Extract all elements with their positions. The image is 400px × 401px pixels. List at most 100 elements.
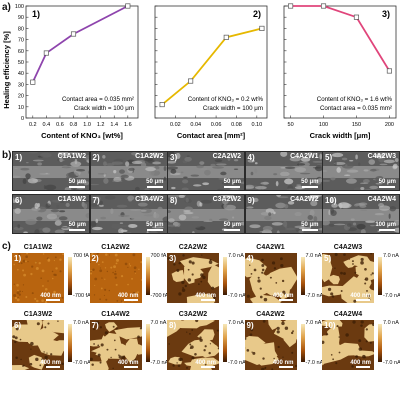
afm-image: 9) 400 nm (244, 320, 297, 370)
data-point (259, 25, 265, 31)
scale-bar (278, 299, 293, 301)
colorbar-max: 700 fA (150, 253, 167, 259)
colorbar-max: 7.0 nA (228, 253, 244, 259)
x-tick-label: 0.2 (29, 122, 37, 128)
series-line (290, 5, 391, 72)
colorbar (378, 324, 382, 362)
afm-sample-label: C1A1W2 (23, 244, 53, 251)
afm-texture (322, 253, 374, 303)
colorbar (145, 324, 150, 362)
x-axis-label: Content of KNO₃ [wt%] (41, 131, 123, 140)
colorbar-min: -700 fA (73, 293, 91, 299)
x-tick-label: 1.0 (83, 122, 91, 128)
sem-sample-label: C1A4W2 (135, 196, 164, 203)
x-tick-label: 0.04 (190, 122, 201, 128)
scale-bar (379, 229, 395, 231)
sem-number: 2) (92, 153, 100, 162)
afm-texture (167, 320, 219, 370)
scale-bar (224, 186, 240, 188)
colorbar (223, 324, 227, 362)
y-tick-label: 60 (18, 49, 24, 55)
scale-bar (46, 299, 60, 301)
afm-texture (244, 253, 297, 303)
sem-number: 10) (325, 196, 337, 205)
y-tick-label: 50 (18, 60, 24, 66)
sem-number: 3) (170, 153, 178, 162)
scale-bar (301, 229, 318, 231)
data-point (43, 50, 49, 56)
colorbar-max: 7.0 nA (73, 320, 89, 326)
afm-number: 9) (246, 321, 254, 330)
sem-image: 9) C4A2W2 50 μm (244, 194, 323, 234)
colorbar-min: -7.0 nA (228, 293, 246, 299)
colorbar-min: -7.0 nA (228, 360, 246, 366)
afm-sample-label: C4A2W2 (256, 311, 285, 318)
x-tick-label: 0.10 (251, 122, 262, 128)
afm-cell: C4A2W2 9) 400 nm 7.0 nA -7.0 nA (244, 311, 323, 371)
colorbar-max: 700 fA (73, 253, 89, 259)
plot-note: Crack width = 100 μm (74, 105, 134, 112)
afm-image: 2) 400 nm (89, 253, 142, 303)
x-tick-label: 1.2 (97, 122, 105, 128)
sem-texture (13, 195, 89, 233)
data-point (30, 79, 36, 85)
colorbar-max: 7.0 nA (383, 253, 399, 259)
y-tick-label: 20 (18, 94, 24, 100)
data-point (125, 3, 131, 9)
scale-bar (356, 366, 370, 368)
afm-number: 6) (14, 321, 22, 330)
x-axis-label: Crack width [μm] (310, 131, 371, 140)
scale-bar (146, 229, 163, 231)
afm-number: 1) (14, 254, 22, 263)
sem-image: 7) C1A4W2 50 μm (89, 194, 168, 234)
afm-scale-label: 400 nm (350, 360, 371, 366)
afm-number: 8) (169, 321, 177, 330)
x-tick-label: 0.8 (70, 122, 78, 128)
colorbar (378, 257, 382, 295)
x-tick-label: 1.6 (124, 122, 132, 128)
colorbar (223, 257, 227, 295)
sem-scale-label: 100 μm (375, 222, 396, 228)
plot-note: Contact area = 0.035 mm² (320, 105, 392, 112)
colorbar-min: -7.0 nA (383, 360, 400, 366)
afm-sample-label: C1A2W2 (101, 244, 130, 251)
colorbar-max: 7.0 nA (228, 320, 244, 326)
y-tick-label: 30 (18, 82, 24, 88)
afm-cell: C1A2W2 2) 400 nm 700 fA -700 fA (89, 244, 168, 304)
sem-texture (245, 195, 322, 233)
afm-scale-label: 400 nm (117, 360, 139, 366)
sem-sample-label: C4A2W3 (367, 153, 396, 160)
sem-image: 5) C4A2W3 50 μm (322, 151, 400, 191)
x-tick-label: 0.02 (170, 122, 181, 128)
x-axis-label: Contact area [mm²] (177, 131, 246, 140)
sem-sample-label: C1A2W2 (135, 153, 164, 160)
afm-texture (322, 320, 374, 370)
plot-frame (283, 5, 397, 119)
afm-texture (12, 320, 64, 370)
scale-bar (301, 186, 318, 188)
sem-scale-label: 50 μm (223, 179, 241, 185)
afm-sample-label: C1A3W2 (23, 311, 53, 318)
plot-frame (154, 5, 268, 119)
afm-number: 10) (324, 321, 336, 330)
scale-bar (201, 366, 215, 368)
colorbar (68, 257, 72, 295)
sem-image: 10) C4A2W4 100 μm (322, 194, 400, 234)
y-tick-labels: 0 10 20 30 40 50 60 70 80 90 100 (15, 4, 24, 122)
sem-number: 8) (170, 196, 178, 205)
plot-note: Contact area = 0.035 mm² (62, 96, 134, 103)
sem-sample-label: C4A2W2 (290, 196, 319, 203)
sem-scale-label: 50 μm (223, 222, 241, 228)
sem-sample-label: C4A2W1 (290, 153, 319, 160)
colorbar-min: -7.0 nA (383, 293, 400, 299)
data-point (188, 78, 194, 84)
sem-grid: 1) C1A1W2 50 μm 2) C1A2W2 50 μm 3) C2A2W2 50 μm 4… (12, 151, 400, 237)
afm-cell: C4A2W3 5) 400 nm 7.0 nA -7.0 nA (322, 244, 400, 304)
afm-number: 7) (91, 321, 99, 330)
sem-image: 4) C4A2W1 50 μm (244, 151, 323, 191)
data-point (320, 3, 327, 9)
plot-number: 1) (32, 9, 40, 19)
sem-sample-label: C2A2W2 (212, 153, 241, 160)
sem-texture (90, 152, 167, 190)
y-tick-label: 70 (18, 38, 24, 44)
